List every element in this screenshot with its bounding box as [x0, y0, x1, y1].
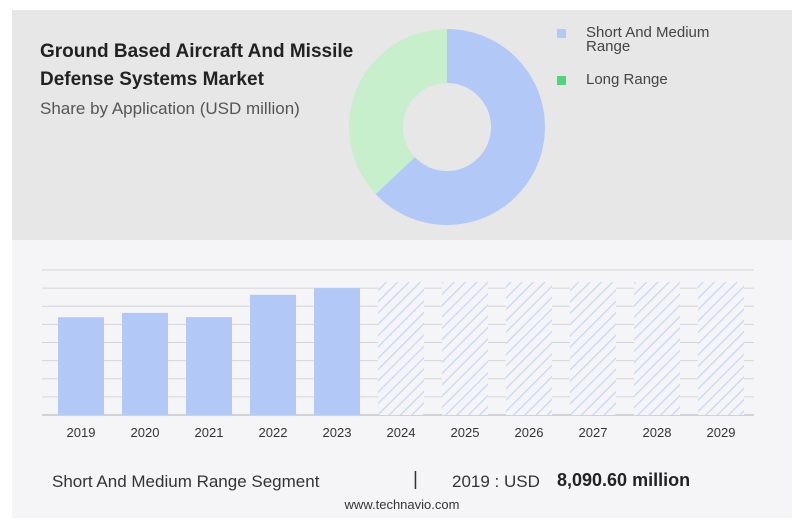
legend-label-short-medium: Short And Medium Range [586, 24, 710, 55]
forecast-bar-2028 [634, 282, 680, 415]
bar-2020 [122, 312, 168, 415]
legend-swatch-long-range [557, 76, 566, 85]
x-tick-label-2028: 2028 [643, 425, 672, 440]
legend-label-long-range: Long Range [586, 71, 668, 88]
source-link[interactable]: www.technavio.com [344, 497, 460, 512]
legend-item-short-medium: Short And Medium Range [557, 24, 777, 55]
donut-slice-1 [349, 29, 447, 195]
forecast-bar-2027 [570, 282, 616, 415]
forecast-bar-2024 [378, 282, 424, 415]
x-tick-label-2023: 2023 [323, 425, 352, 440]
forecast-bar-2029 [698, 282, 744, 415]
x-tick-label-2021: 2021 [195, 425, 224, 440]
x-tick-label-2024: 2024 [387, 425, 416, 440]
chart-title: Ground Based Aircraft And Missile Defens… [40, 41, 354, 90]
bar-2019 [58, 317, 104, 415]
x-tick-label-2019: 2019 [67, 425, 96, 440]
legend-item-long-range: Long Range [557, 71, 777, 88]
x-tick-label-2020: 2020 [131, 425, 160, 440]
bar-2023 [314, 288, 360, 415]
footer-separator: | [413, 469, 418, 490]
bar-chart [58, 282, 744, 415]
forecast-bar-2025 [442, 282, 488, 415]
chart-subtitle: Share by Application (USD million) [40, 99, 300, 118]
donut-chart [349, 29, 545, 225]
bar-2022 [250, 294, 296, 415]
x-tick-label-2025: 2025 [451, 425, 480, 440]
x-tick-label-2029: 2029 [707, 425, 736, 440]
forecast-bar-2026 [506, 282, 552, 415]
footer-segment-label: Short And Medium Range Segment [52, 472, 320, 491]
legend-swatch-short-medium [557, 29, 566, 38]
donut-slice-0 [375, 29, 545, 225]
bar-2021 [186, 317, 232, 415]
legend: Short And Medium Range Long Range [557, 24, 777, 88]
footer-year-label: 2019 : USD [452, 472, 540, 491]
footer-value: 8,090.60 million [557, 470, 691, 490]
x-tick-label-2022: 2022 [259, 425, 288, 440]
x-tick-label-2027: 2027 [579, 425, 608, 440]
x-axis-ticks: 2019 2020 2021 2022 2023 2024 2025 2026 2027 2028… [67, 425, 736, 440]
x-tick-label-2026: 2026 [515, 425, 544, 440]
